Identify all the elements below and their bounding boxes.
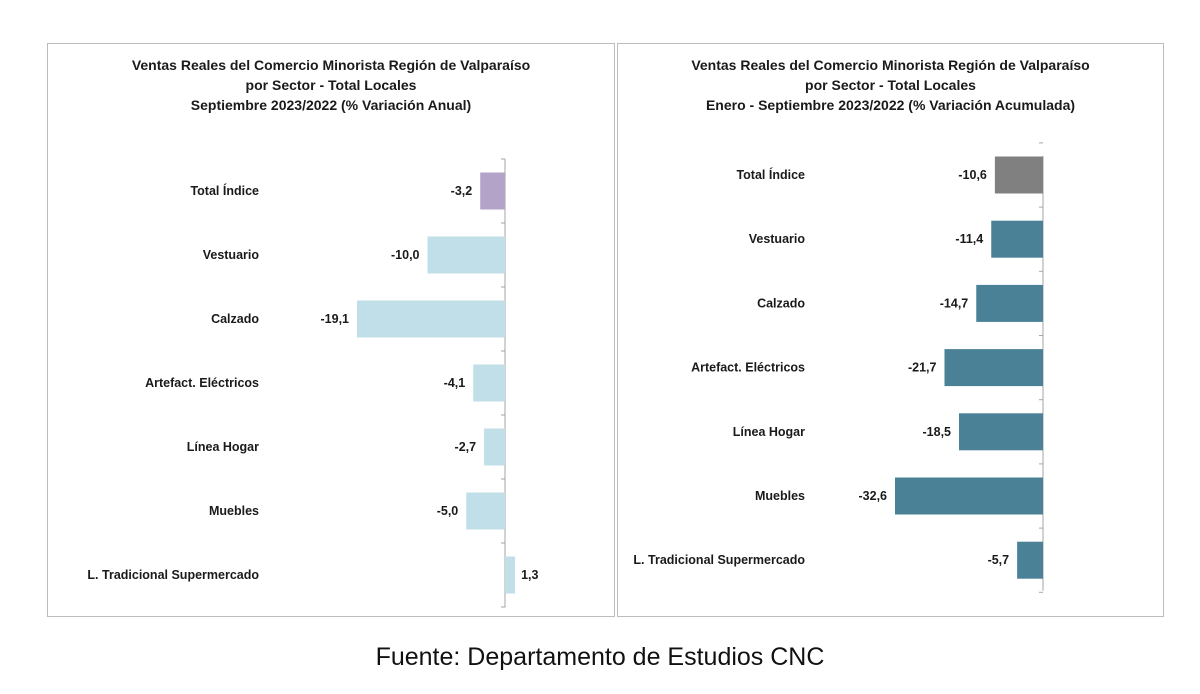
bar — [976, 284, 1043, 322]
data-label: -19,1 — [321, 312, 350, 326]
data-label: -5,0 — [437, 504, 459, 518]
data-label: -11,4 — [955, 232, 983, 246]
category-label: Total Índice — [736, 167, 805, 182]
bar-chart-right: Total Índice -10,6 Vestuario -11,4 Calzado -1… — [633, 142, 1044, 593]
category-label: Total Índice — [190, 183, 259, 198]
bar — [994, 156, 1043, 194]
data-label: -32,6 — [859, 489, 888, 503]
category-label: Vestuario — [749, 232, 806, 246]
data-label: -10,0 — [391, 248, 420, 262]
chart-title-line: por Sector - Total Locales — [805, 77, 976, 93]
chart-title-line: Septiembre 2023/2022 (% Variación Anual) — [190, 97, 472, 113]
bar — [991, 220, 1043, 258]
chart-panel-right: Ventas Reales del Comercio Minorista Reg… — [617, 43, 1164, 617]
category-label: Línea Hogar — [187, 440, 259, 454]
chart-title: Ventas Reales del Comercio Minorista Reg… — [48, 55, 614, 115]
chart-title: Ventas Reales del Comercio Minorista Reg… — [618, 55, 1163, 115]
category-label: L. Tradicional Supermercado — [87, 568, 259, 582]
category-label: Línea Hogar — [733, 425, 805, 439]
category-label: Muebles — [755, 489, 805, 503]
data-label: -5,7 — [988, 553, 1010, 567]
chart-panel-left: Ventas Reales del Comercio Minorista Reg… — [47, 43, 615, 617]
bar — [944, 349, 1043, 387]
data-label: 1,3 — [521, 568, 538, 582]
category-label: L. Tradicional Supermercado — [633, 553, 805, 567]
bar — [473, 364, 505, 402]
category-label: Artefact. Eléctricos — [145, 376, 259, 390]
bar — [959, 413, 1043, 451]
data-label: -3,2 — [451, 184, 473, 198]
category-label: Muebles — [209, 504, 259, 518]
data-label: -2,7 — [455, 440, 477, 454]
bar — [505, 556, 516, 594]
bar-chart-left: Total Índice -3,2 Vestuario -10,0 Calzado -19… — [87, 158, 538, 608]
data-label: -21,7 — [908, 361, 937, 375]
data-label: -10,6 — [958, 168, 987, 182]
source-caption: Fuente: Departamento de Estudios CNC — [375, 643, 825, 671]
category-label: Artefact. Eléctricos — [691, 361, 805, 375]
category-label: Calzado — [757, 296, 805, 310]
bar — [484, 428, 505, 466]
bar — [357, 300, 505, 338]
bar — [427, 236, 505, 274]
chart-title-line: Ventas Reales del Comercio Minorista Reg… — [131, 57, 531, 73]
chart-title-line: Ventas Reales del Comercio Minorista Reg… — [691, 57, 1090, 73]
data-label: -18,5 — [923, 425, 952, 439]
category-label: Calzado — [211, 312, 259, 326]
chart-title-line: Enero - Septiembre 2023/2022 (% Variació… — [705, 97, 1076, 113]
data-label: -14,7 — [940, 296, 969, 310]
data-label: -4,1 — [444, 376, 466, 390]
bar — [1017, 541, 1043, 579]
bar — [895, 477, 1043, 515]
bar — [466, 492, 505, 530]
category-label: Vestuario — [203, 248, 260, 262]
bar — [480, 172, 505, 210]
chart-title-line: por Sector - Total Locales — [245, 77, 417, 93]
